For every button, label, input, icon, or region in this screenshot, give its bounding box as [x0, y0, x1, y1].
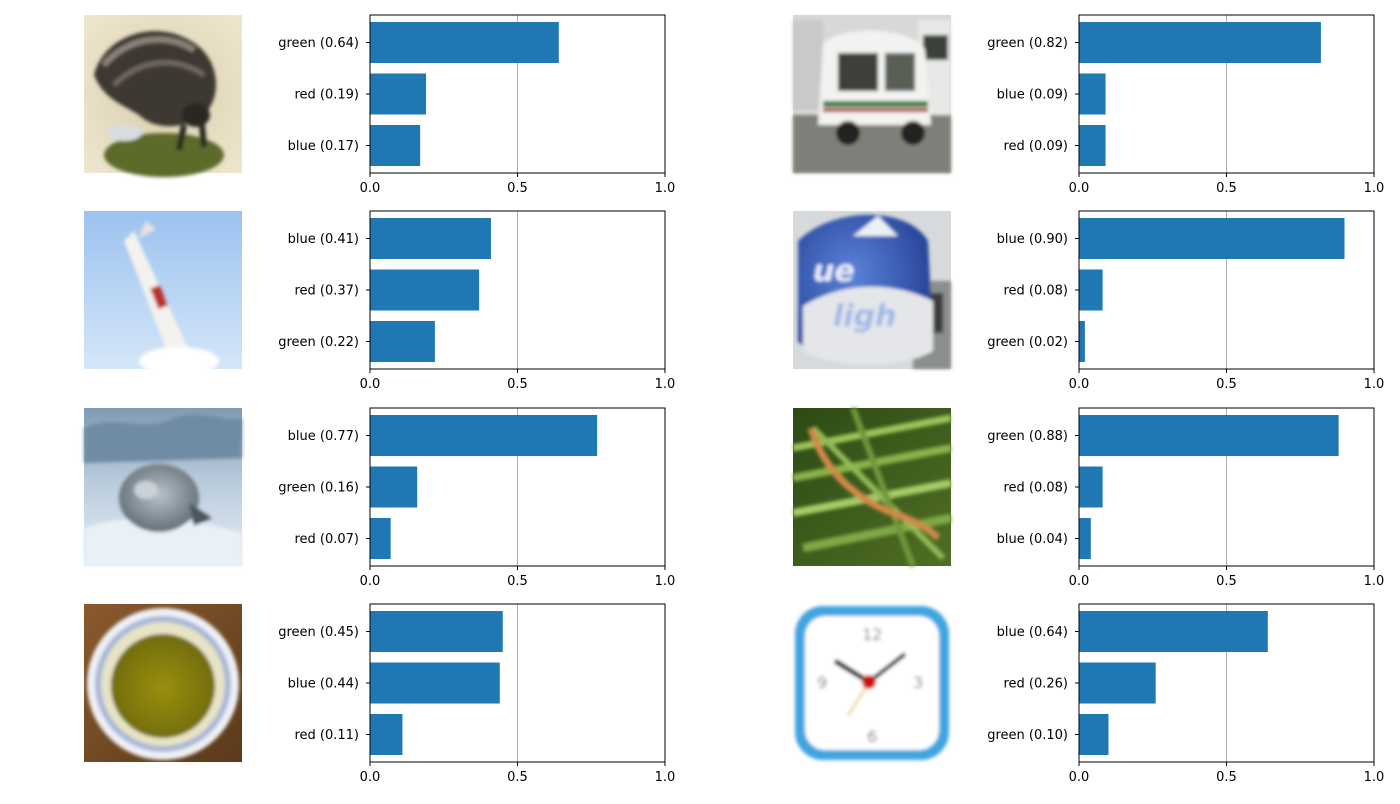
bar	[1079, 125, 1106, 166]
x-tick-label: 0.0	[1069, 181, 1090, 196]
category-label: green (0.22)	[278, 335, 359, 350]
x-tick-label: 0.0	[360, 181, 381, 196]
category-label: red (0.07)	[294, 532, 359, 547]
category-label: green (0.10)	[987, 728, 1068, 743]
category-label: green (0.45)	[278, 625, 359, 640]
x-tick-label: 1.0	[1364, 574, 1385, 589]
bar-chart-8: blue (0.64) red (0.26) green (0.10) 0.0 0.5 1…	[987, 603, 1385, 785]
category-label: red (0.37)	[294, 284, 359, 299]
bar	[370, 73, 427, 115]
bar	[1079, 466, 1103, 508]
x-tick-label: 0.5	[1216, 574, 1237, 589]
category-label: blue (0.41)	[288, 232, 359, 247]
x-tick-label: 1.0	[1364, 770, 1385, 785]
bar	[1079, 22, 1321, 63]
x-tick-label: 0.5	[1216, 181, 1237, 196]
x-tick-label: 1.0	[1364, 377, 1385, 392]
bar	[370, 415, 598, 456]
clock-image: 12 3 6 9	[793, 604, 951, 762]
category-label: green (0.64)	[278, 36, 359, 51]
x-tick-label: 0.5	[507, 377, 528, 392]
x-tick-label: 1.0	[655, 377, 676, 392]
x-tick-label: 1.0	[655, 770, 676, 785]
bar	[1079, 714, 1109, 755]
porcupine-image	[84, 15, 242, 177]
bar-chart-2: green (0.82) blue (0.09) red (0.09) 0.0 0.5 1…	[987, 14, 1385, 196]
svg-text:9: 9	[817, 673, 827, 692]
bar	[1079, 218, 1345, 259]
category-label: red (0.11)	[294, 728, 359, 743]
bar	[370, 518, 391, 559]
category-label: red (0.08)	[1003, 481, 1068, 496]
bowl-image	[84, 604, 242, 762]
x-tick-label: 0.5	[1216, 770, 1237, 785]
category-label: red (0.26)	[1003, 677, 1068, 692]
bar-chart-6: green (0.88) red (0.08) blue (0.04) 0.0 0.5 1…	[987, 407, 1385, 589]
bar	[370, 466, 418, 508]
x-tick-label: 0.5	[507, 181, 528, 196]
bar	[1079, 73, 1106, 115]
bar-chart-1: green (0.64) red (0.19) blue (0.17) 0.0 0.5 1…	[278, 14, 676, 196]
bar	[1079, 269, 1103, 311]
category-label: red (0.09)	[1003, 139, 1068, 154]
bar	[370, 321, 435, 362]
svg-text:ligh: ligh	[833, 299, 896, 334]
x-tick-label: 0.0	[360, 377, 381, 392]
inflatable-can-image: ue ligh	[793, 211, 951, 369]
bar-chart-5: blue (0.77) green (0.16) red (0.07) 0.0 0.5 1…	[278, 407, 676, 589]
category-label: red (0.19)	[294, 88, 359, 103]
x-tick-label: 1.0	[1364, 181, 1385, 196]
bar	[370, 125, 421, 166]
can-logo-text: ue	[813, 254, 855, 289]
category-label: blue (0.09)	[997, 88, 1068, 103]
bar-chart-4: blue (0.90) red (0.08) green (0.02) 0.0 0.5 1…	[987, 210, 1385, 392]
bar	[1079, 518, 1091, 559]
bar	[370, 662, 500, 704]
svg-text:12: 12	[862, 625, 882, 644]
category-label: blue (0.17)	[288, 139, 359, 154]
bar	[1079, 611, 1268, 652]
bar-chart-7: green (0.45) blue (0.44) red (0.11) 0.0 0.5 1…	[278, 603, 676, 785]
rocket-image	[84, 211, 242, 375]
svg-text:6: 6	[867, 727, 877, 746]
svg-text:3: 3	[913, 673, 923, 692]
bar	[1079, 321, 1085, 362]
bar	[1079, 662, 1156, 704]
category-label: green (0.88)	[987, 429, 1068, 444]
vehicle-image	[793, 15, 951, 173]
x-tick-label: 1.0	[655, 181, 676, 196]
category-label: blue (0.90)	[997, 232, 1068, 247]
category-label: blue (0.77)	[288, 429, 359, 444]
category-label: blue (0.64)	[997, 625, 1068, 640]
x-tick-label: 0.0	[360, 770, 381, 785]
seal-image	[84, 408, 242, 566]
bar-chart-3: blue (0.41) red (0.37) green (0.22) 0.0 0.5 1…	[278, 210, 676, 392]
bar	[370, 218, 491, 259]
category-label: green (0.16)	[278, 481, 359, 496]
x-tick-label: 0.0	[1069, 770, 1090, 785]
x-tick-label: 0.5	[507, 574, 528, 589]
category-label: blue (0.04)	[997, 532, 1068, 547]
category-label: red (0.08)	[1003, 284, 1068, 299]
category-label: blue (0.44)	[288, 677, 359, 692]
bar	[370, 22, 559, 63]
x-tick-label: 0.0	[360, 574, 381, 589]
x-tick-label: 0.0	[1069, 377, 1090, 392]
x-tick-label: 1.0	[655, 574, 676, 589]
x-tick-label: 0.5	[1216, 377, 1237, 392]
bar	[370, 269, 480, 311]
category-label: green (0.02)	[987, 335, 1068, 350]
x-tick-label: 0.5	[507, 770, 528, 785]
bar	[370, 611, 503, 652]
bar	[370, 714, 403, 755]
caterpillar-image	[792, 406, 952, 568]
x-tick-label: 0.0	[1069, 574, 1090, 589]
bar	[1079, 415, 1339, 456]
category-label: green (0.82)	[987, 36, 1068, 51]
